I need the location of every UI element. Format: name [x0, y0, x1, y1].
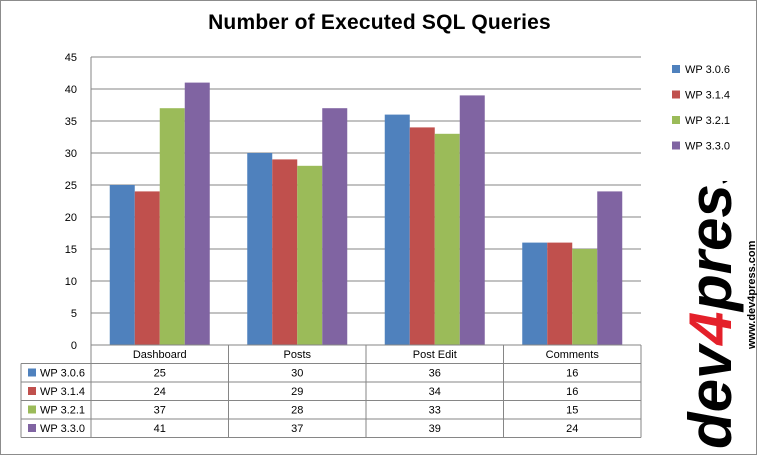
- x-tick-label: Posts: [283, 349, 311, 361]
- y-tick-label: 5: [71, 308, 77, 320]
- dev4press-watermark: dev 4 press www.dev4press.com: [677, 181, 757, 449]
- legend-label: WP 3.0.6: [685, 64, 730, 76]
- bar: [272, 159, 298, 345]
- table-legend-key: [28, 424, 36, 432]
- x-tick-label: Comments: [546, 349, 600, 361]
- bar: [184, 82, 210, 345]
- bar: [572, 249, 598, 345]
- y-tick-label: 30: [65, 148, 77, 160]
- bar: [247, 153, 273, 345]
- data-label: 39: [429, 423, 441, 435]
- table-legend-key: [28, 387, 36, 395]
- data-label: 36: [429, 368, 441, 380]
- bar: [409, 127, 435, 346]
- bar: [459, 95, 485, 346]
- legend-label: WP 3.3.0: [685, 141, 730, 153]
- y-tick-label: 15: [65, 244, 77, 256]
- table-series-label: WP 3.3.0: [40, 423, 85, 435]
- table-series-label: WP 3.0.6: [40, 368, 85, 380]
- chart-title: Number of Executed SQL Queries: [208, 11, 551, 34]
- watermark-logo-4: 4: [677, 312, 744, 346]
- y-tick-label: 0: [71, 340, 77, 352]
- table-legend-key: [28, 405, 36, 414]
- y-tick-label: 40: [65, 84, 77, 96]
- bar: [297, 165, 323, 345]
- table-series-label: WP 3.2.1: [40, 405, 85, 417]
- bar: [597, 191, 623, 345]
- bar: [547, 242, 573, 345]
- y-tick-label: 35: [65, 116, 77, 128]
- data-label: 33: [429, 405, 441, 417]
- x-tick-label: Post Edit: [413, 349, 457, 361]
- table-legend-key: [28, 368, 36, 377]
- bar: [159, 108, 185, 345]
- bar: [384, 114, 410, 345]
- data-label: 34: [429, 386, 441, 398]
- legend-label: WP 3.1.4: [685, 90, 730, 102]
- bar: [434, 133, 460, 345]
- bar: [134, 191, 160, 345]
- data-label: 37: [154, 405, 166, 417]
- data-label: 16: [566, 386, 578, 398]
- table-series-label: WP 3.1.4: [40, 386, 85, 398]
- data-label: 29: [291, 386, 303, 398]
- legend-key: [672, 90, 680, 99]
- watermark-logo-press: press: [677, 181, 744, 313]
- data-label: 24: [566, 423, 578, 435]
- data-label: 24: [154, 386, 166, 398]
- data-label: 37: [291, 423, 303, 435]
- watermark-logo-dev: dev: [677, 342, 744, 449]
- bar: [109, 185, 135, 345]
- legend-key: [672, 65, 680, 73]
- data-label: 30: [291, 368, 303, 380]
- legend-label: WP 3.2.1: [685, 115, 730, 127]
- bar: [522, 242, 548, 345]
- y-tick-label: 25: [65, 180, 77, 192]
- bar: [322, 108, 348, 345]
- data-label: 16: [566, 368, 578, 380]
- legend-key: [672, 141, 680, 150]
- y-tick-label: 45: [65, 52, 77, 64]
- data-label: 15: [566, 405, 578, 417]
- data-label: 41: [154, 423, 166, 435]
- legend-key: [672, 116, 680, 124]
- y-tick-label: 10: [65, 276, 77, 288]
- watermark-url: www.dev4press.com: [746, 240, 757, 350]
- x-tick-label: Dashboard: [133, 349, 187, 361]
- data-label: 25: [154, 368, 166, 380]
- y-tick-label: 20: [65, 212, 77, 224]
- data-label: 28: [291, 405, 303, 417]
